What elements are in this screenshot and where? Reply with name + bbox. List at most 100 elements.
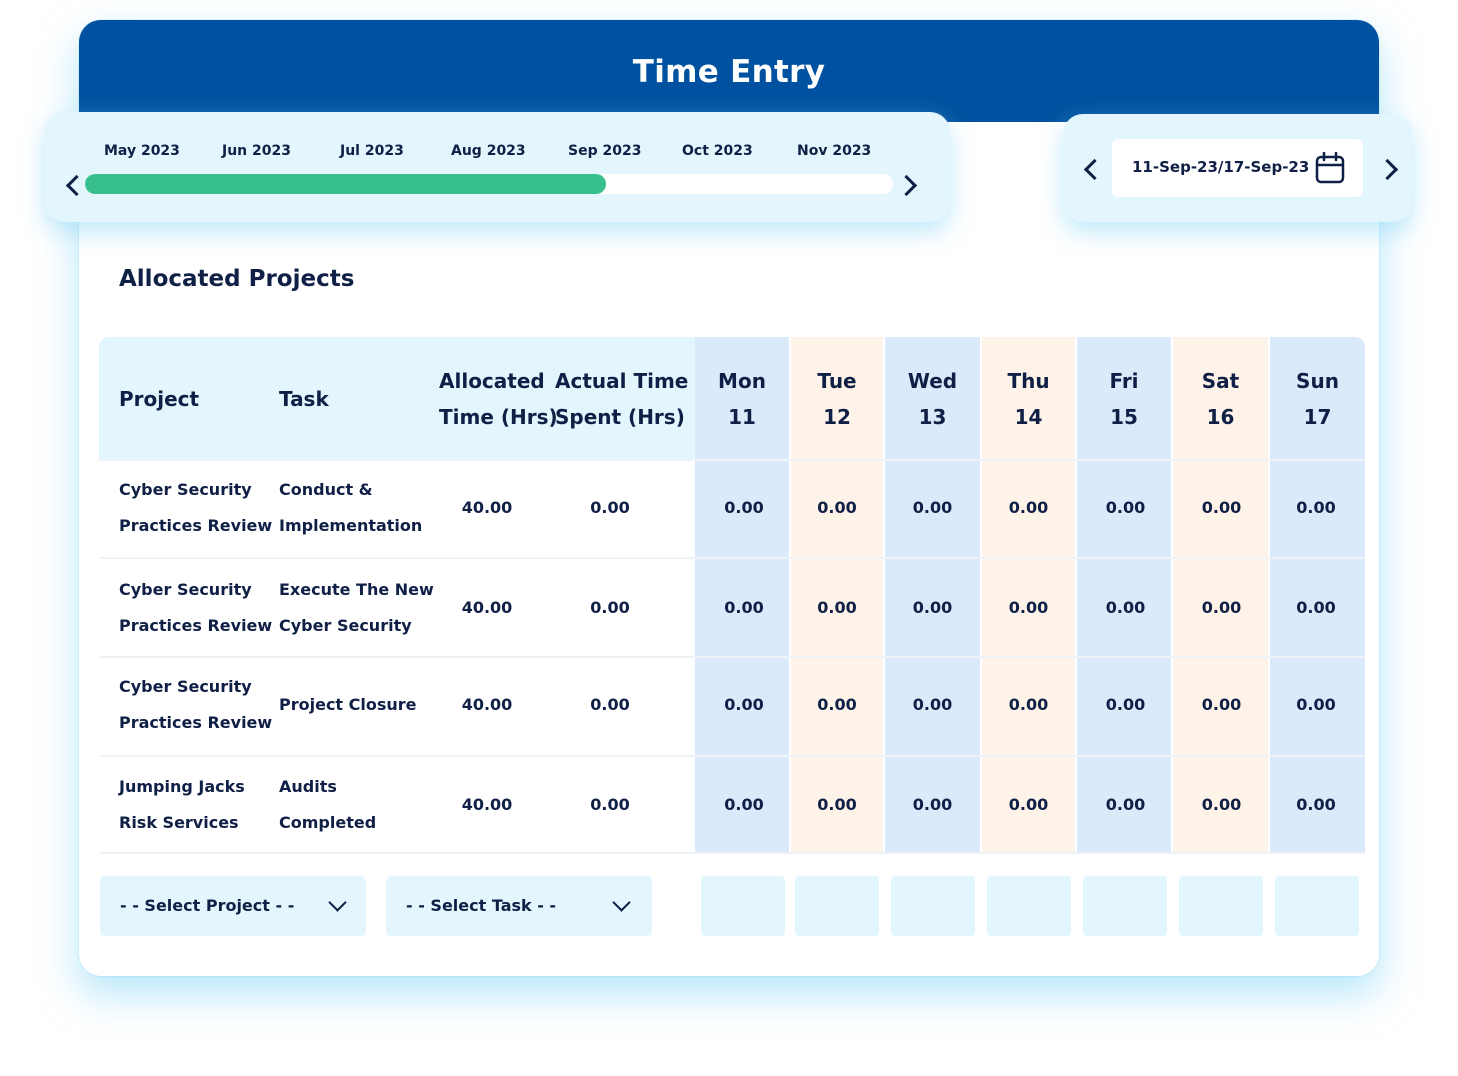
day-column-wed bbox=[885, 337, 980, 854]
month-label[interactable]: Sep 2023 bbox=[568, 143, 642, 159]
hours-fri[interactable]: 0.00 bbox=[1105, 598, 1146, 617]
select-task-placeholder: - - Select Task - - bbox=[406, 896, 557, 915]
hours-input-thu[interactable] bbox=[987, 876, 1071, 936]
row-divider bbox=[99, 656, 1365, 658]
hours-thu[interactable]: 0.00 bbox=[1008, 598, 1049, 617]
day-column-mon bbox=[695, 337, 789, 854]
project-name: Jumping Jacks Risk Services bbox=[119, 777, 245, 832]
hours-mon[interactable]: 0.00 bbox=[724, 598, 764, 617]
header-day-mon: Mon 11 bbox=[718, 369, 766, 429]
hours-sun[interactable]: 0.00 bbox=[1296, 795, 1336, 814]
hours-input-sat[interactable] bbox=[1179, 876, 1263, 936]
header-actual-time: Actual Time Spent (Hrs) bbox=[555, 369, 689, 429]
chevron-down-icon bbox=[612, 893, 631, 912]
hours-sun[interactable]: 0.00 bbox=[1296, 695, 1336, 714]
header-task: Task bbox=[279, 387, 329, 411]
header-bar bbox=[79, 20, 1379, 122]
actual-hours: 0.00 bbox=[590, 598, 630, 617]
allocated-hours: 40.00 bbox=[461, 795, 513, 814]
hours-sat[interactable]: 0.00 bbox=[1201, 795, 1242, 814]
hours-thu[interactable]: 0.00 bbox=[1008, 498, 1049, 517]
hours-sat[interactable]: 0.00 bbox=[1201, 695, 1242, 714]
timeline-progress-fill bbox=[85, 174, 607, 194]
date-range-field[interactable]: 11-Sep-23/17-Sep-23 bbox=[1112, 139, 1363, 197]
project-name: Cyber Security Practices Review bbox=[119, 480, 273, 535]
hours-input-wed[interactable] bbox=[891, 876, 975, 936]
hours-input-fri[interactable] bbox=[1083, 876, 1167, 936]
hours-mon[interactable]: 0.00 bbox=[724, 498, 764, 517]
row-divider bbox=[99, 459, 1365, 461]
month-label[interactable]: Jun 2023 bbox=[222, 143, 291, 159]
month-label[interactable]: Aug 2023 bbox=[451, 143, 526, 159]
hours-thu[interactable]: 0.00 bbox=[1008, 695, 1049, 714]
month-label[interactable]: May 2023 bbox=[104, 143, 180, 159]
day-column-thu bbox=[982, 337, 1075, 854]
month-label[interactable]: Oct 2023 bbox=[682, 143, 753, 159]
header-day-fri: Fri 15 bbox=[1109, 369, 1139, 429]
table-header bbox=[99, 337, 695, 460]
page-title: Time Entry bbox=[632, 54, 826, 90]
project-name: Cyber Security Practices Review bbox=[119, 677, 273, 732]
allocated-hours: 40.00 bbox=[461, 498, 513, 517]
hours-tue[interactable]: 0.00 bbox=[817, 795, 857, 814]
day-column-sun bbox=[1270, 337, 1365, 854]
hours-tue[interactable]: 0.00 bbox=[817, 498, 857, 517]
hours-input-tue[interactable] bbox=[795, 876, 879, 936]
actual-hours: 0.00 bbox=[590, 795, 630, 814]
actual-hours: 0.00 bbox=[590, 695, 630, 714]
calendar-icon[interactable] bbox=[1315, 152, 1345, 184]
hours-mon[interactable]: 0.00 bbox=[724, 695, 764, 714]
hours-input-sun[interactable] bbox=[1275, 876, 1359, 936]
allocated-hours: 40.00 bbox=[461, 598, 513, 617]
task-name: Conduct & Implementation bbox=[279, 480, 423, 535]
month-label[interactable]: Jul 2023 bbox=[340, 143, 404, 159]
header-day-sat: Sat 16 bbox=[1201, 369, 1240, 429]
header-day-thu: Thu 14 bbox=[1007, 369, 1050, 429]
day-column-sat bbox=[1173, 337, 1268, 854]
task-name: Audits Completed bbox=[279, 777, 377, 832]
header-day-wed: Wed 13 bbox=[907, 369, 958, 429]
timeline-next-icon[interactable] bbox=[895, 174, 918, 197]
month-label[interactable]: Nov 2023 bbox=[797, 143, 872, 159]
hours-fri[interactable]: 0.00 bbox=[1105, 695, 1146, 714]
hours-sun[interactable]: 0.00 bbox=[1296, 598, 1336, 617]
select-project-dropdown[interactable]: - - Select Project - - bbox=[100, 876, 366, 936]
hours-fri[interactable]: 0.00 bbox=[1105, 795, 1146, 814]
select-task-dropdown[interactable]: - - Select Task - - bbox=[386, 876, 652, 936]
month-timeline: May 2023 Jun 2023 Jul 2023 Aug 2023 Sep … bbox=[45, 112, 950, 222]
row-divider bbox=[99, 557, 1365, 559]
hours-mon[interactable]: 0.00 bbox=[724, 795, 764, 814]
week-next-icon[interactable] bbox=[1376, 158, 1399, 181]
hours-sat[interactable]: 0.00 bbox=[1201, 498, 1242, 517]
chevron-down-icon bbox=[328, 893, 347, 912]
hours-sat[interactable]: 0.00 bbox=[1201, 598, 1242, 617]
allocated-hours: 40.00 bbox=[461, 695, 513, 714]
week-prev-icon[interactable] bbox=[1083, 158, 1106, 181]
row-divider bbox=[99, 852, 1365, 854]
task-name: Project Closure bbox=[279, 695, 417, 714]
day-column-tue bbox=[791, 337, 883, 854]
select-project-placeholder: - - Select Project - - bbox=[120, 896, 295, 915]
header-day-sun: Sun 17 bbox=[1296, 369, 1339, 429]
timeline-progress-bar[interactable] bbox=[85, 174, 893, 194]
hours-input-mon[interactable] bbox=[701, 876, 785, 936]
week-selector: 11-Sep-23/17-Sep-23 bbox=[1063, 114, 1412, 222]
date-range-text: 11-Sep-23/17-Sep-23 bbox=[1132, 158, 1310, 176]
header-project: Project bbox=[119, 387, 200, 411]
hours-tue[interactable]: 0.00 bbox=[817, 598, 857, 617]
hours-wed[interactable]: 0.00 bbox=[912, 598, 953, 617]
actual-hours: 0.00 bbox=[590, 498, 630, 517]
hours-wed[interactable]: 0.00 bbox=[912, 695, 953, 714]
header-day-tue: Tue 12 bbox=[817, 369, 857, 429]
hours-tue[interactable]: 0.00 bbox=[817, 695, 857, 714]
header-allocated-time: Allocated Time (Hrs) bbox=[439, 369, 558, 429]
hours-thu[interactable]: 0.00 bbox=[1008, 795, 1049, 814]
hours-wed[interactable]: 0.00 bbox=[912, 795, 953, 814]
project-name: Cyber Security Practices Review bbox=[119, 580, 273, 635]
hours-sun[interactable]: 0.00 bbox=[1296, 498, 1336, 517]
timeline-prev-icon[interactable] bbox=[65, 174, 88, 197]
row-divider bbox=[99, 755, 1365, 757]
hours-fri[interactable]: 0.00 bbox=[1105, 498, 1146, 517]
day-column-fri bbox=[1077, 337, 1171, 854]
hours-wed[interactable]: 0.00 bbox=[912, 498, 953, 517]
